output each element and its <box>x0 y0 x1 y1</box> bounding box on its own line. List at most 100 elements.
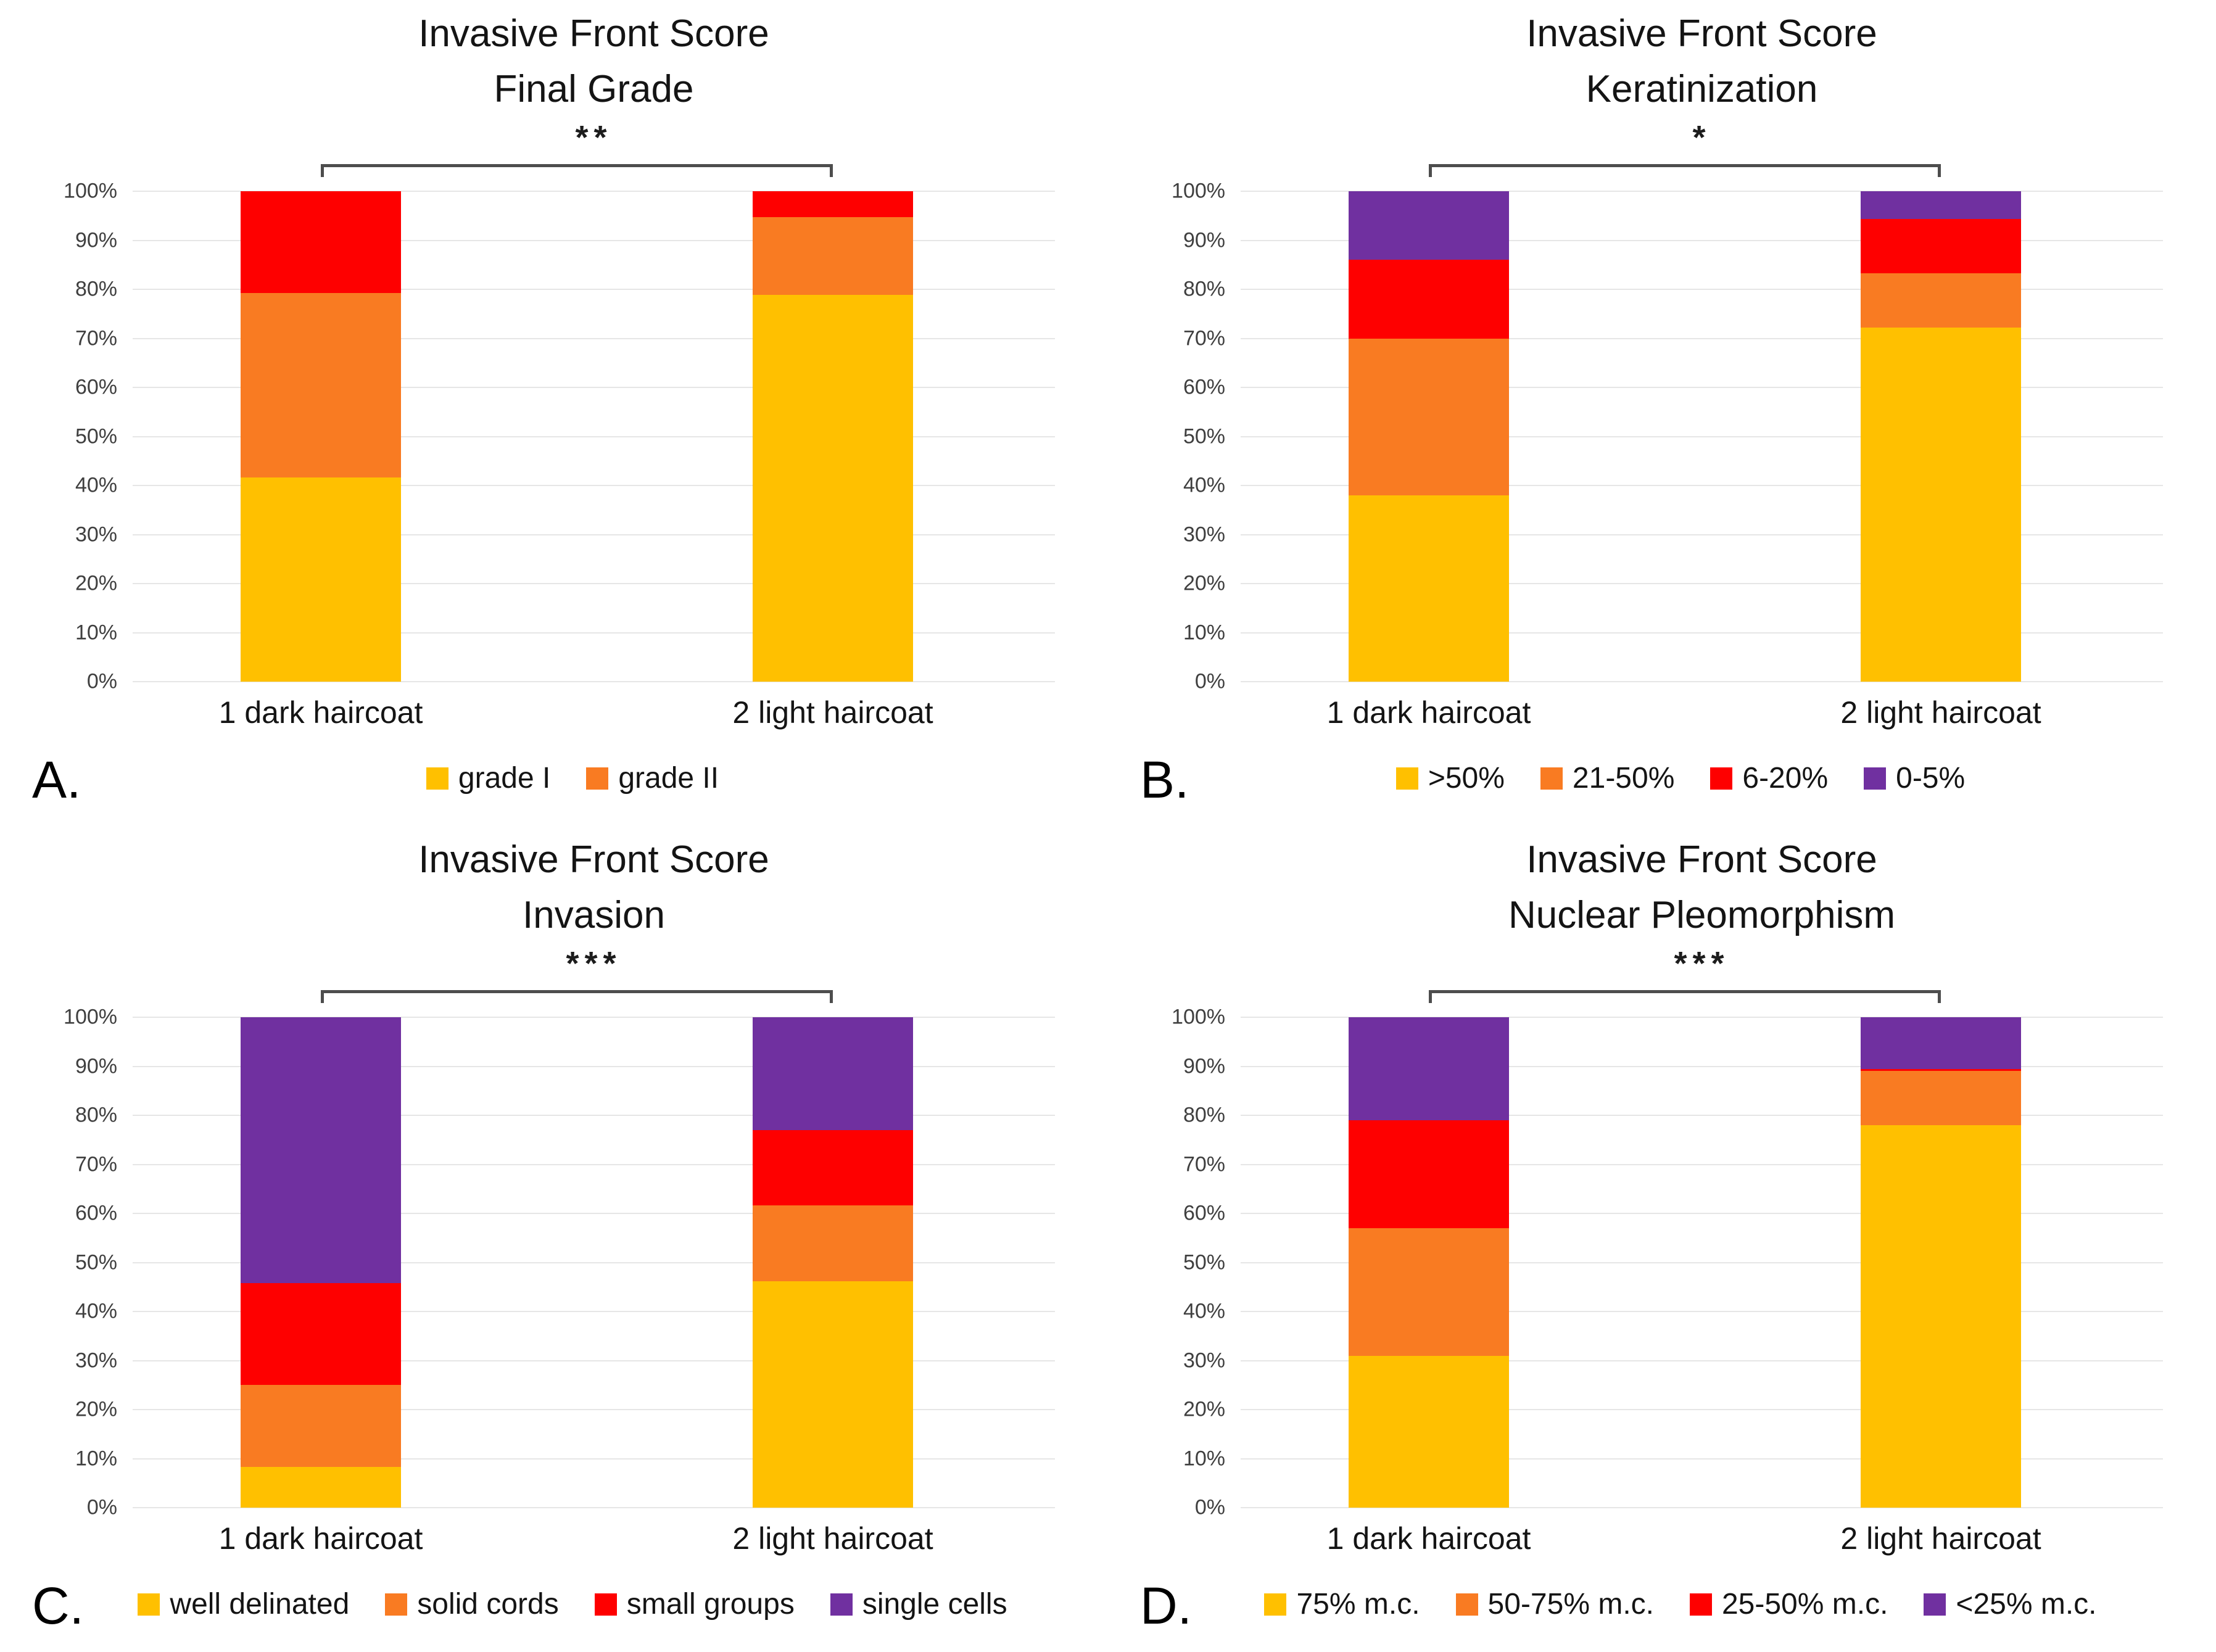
y-axis-tick: 90% <box>1183 1054 1225 1078</box>
gridline <box>1241 338 2163 339</box>
gridline <box>1241 583 2163 584</box>
y-axis-tick: 50% <box>75 424 117 448</box>
legend-label: 75% m.c. <box>1296 1588 1420 1621</box>
bracket-left-tick <box>321 167 324 177</box>
y-axis-tick: 40% <box>1183 473 1225 497</box>
gridline <box>1241 436 2163 437</box>
gridline <box>1241 681 2163 682</box>
y-axis-tick: 100% <box>1172 179 1225 203</box>
legend-item: small groups <box>594 1587 795 1621</box>
gridline <box>1241 240 2163 241</box>
y-axis-tick: 50% <box>1183 1250 1225 1274</box>
panel-a-final-grade: Invasive Front Score Final Grade ** 100%… <box>0 0 1108 826</box>
bracket-left-tick <box>321 993 324 1003</box>
gridline <box>133 1507 1055 1508</box>
y-axis-tick: 20% <box>1183 1397 1225 1421</box>
gridline <box>133 338 1055 339</box>
gridline <box>133 289 1055 290</box>
stacked-bar <box>753 1017 913 1508</box>
chart-title-line1: Invasive Front Score <box>1526 12 1877 55</box>
gridline <box>133 1409 1055 1410</box>
legend-label: 50-75% m.c. <box>1487 1588 1654 1621</box>
gridline <box>133 436 1055 437</box>
y-axis-tick: 70% <box>1183 1152 1225 1176</box>
bar-segment <box>753 294 913 682</box>
gridline <box>1241 1115 2163 1116</box>
legend-item: 6-20% <box>1710 761 1828 795</box>
plot-area: 100% 90% 80% 70% 60% 50% 40% 30% 20% 10% 0% <box>64 180 1055 693</box>
y-axis-tick: 0% <box>1194 669 1225 693</box>
y-axis-tick: 10% <box>75 621 117 645</box>
legend-item: 21-50% <box>1540 761 1674 795</box>
gridline <box>1241 387 2163 388</box>
significance-bracket <box>321 164 833 180</box>
gridline <box>133 681 1055 682</box>
gridline <box>133 1262 1055 1263</box>
y-axis-tick: 20% <box>75 1397 117 1421</box>
stacked-bar <box>241 191 401 682</box>
stacked-bar <box>1349 1017 1509 1508</box>
bar-segment <box>241 191 401 294</box>
bar-segment <box>753 1281 913 1508</box>
bar-segment <box>753 217 913 295</box>
chart-subtitle: Nuclear Pleomorphism <box>1508 894 1896 936</box>
category-label: 1 dark haircoat <box>1326 695 1531 730</box>
panel-letter: D. <box>1140 1577 1192 1635</box>
gridline <box>133 534 1055 535</box>
significance-bracket <box>1429 164 1941 180</box>
gridline <box>133 1360 1055 1361</box>
gridline <box>1241 1360 2163 1361</box>
stacked-bar <box>1861 191 2021 682</box>
legend-swatch <box>385 1593 408 1616</box>
chart-title: Invasive Front Score Final Grade <box>133 6 1055 117</box>
gridline <box>1241 485 2163 486</box>
gridline <box>1241 1213 2163 1214</box>
chart-title: Invasive Front Score Keratinization <box>1241 6 2163 117</box>
bar-segment <box>1349 495 1509 682</box>
legend-swatch <box>138 1593 160 1616</box>
y-axis-tick: 100% <box>1172 1005 1225 1029</box>
y-axis-tick: 20% <box>1183 571 1225 595</box>
legend-label: 0-5% <box>1896 762 1966 795</box>
gridline <box>1241 191 2163 192</box>
legend-label: grade I <box>458 762 551 795</box>
legend-swatch <box>1710 767 1733 790</box>
category-label: 2 light haircoat <box>732 695 933 730</box>
gridline <box>1241 1507 2163 1508</box>
category-label: 2 light haircoat <box>1840 695 2041 730</box>
bar-segment <box>1349 191 1509 260</box>
bracket-right-tick <box>830 167 833 177</box>
legend-label: 21-50% <box>1572 762 1675 795</box>
gridline <box>133 1017 1055 1018</box>
legend-swatch <box>1455 1593 1478 1616</box>
gridline <box>133 583 1055 584</box>
gridline <box>133 632 1055 634</box>
legend-label: well delinated <box>170 1588 350 1621</box>
bar-segment <box>1861 1125 2021 1508</box>
legend-item: 75% m.c. <box>1264 1587 1420 1621</box>
y-axis-tick: 0% <box>1194 1495 1225 1519</box>
legend-swatch <box>426 767 449 790</box>
legend-swatch <box>1924 1593 1946 1616</box>
gridline <box>133 1458 1055 1460</box>
y-axis-tick: 50% <box>1183 424 1225 448</box>
y-axis-tick: 80% <box>75 277 117 301</box>
y-axis-tick: 100% <box>64 1005 117 1029</box>
legend-swatch <box>1864 767 1887 790</box>
bar-segment <box>241 1017 401 1283</box>
gridline <box>133 191 1055 192</box>
category-label: 1 dark haircoat <box>1326 1521 1531 1556</box>
bar-segment <box>1349 260 1509 339</box>
panel-letter: C. <box>32 1577 84 1635</box>
gridline <box>1241 632 2163 634</box>
legend-item: well delinated <box>138 1587 349 1621</box>
y-axis-tick: 60% <box>1183 375 1225 399</box>
legend-item: 25-50% m.c. <box>1689 1587 1888 1621</box>
legend-item: 0-5% <box>1864 761 1965 795</box>
y-axis-tick: 40% <box>75 473 117 497</box>
gridline <box>133 1066 1055 1067</box>
legend-label: <25% m.c. <box>1956 1588 2097 1621</box>
legend-item: <25% m.c. <box>1924 1587 2097 1621</box>
legend: grade I grade II <box>49 761 1096 795</box>
